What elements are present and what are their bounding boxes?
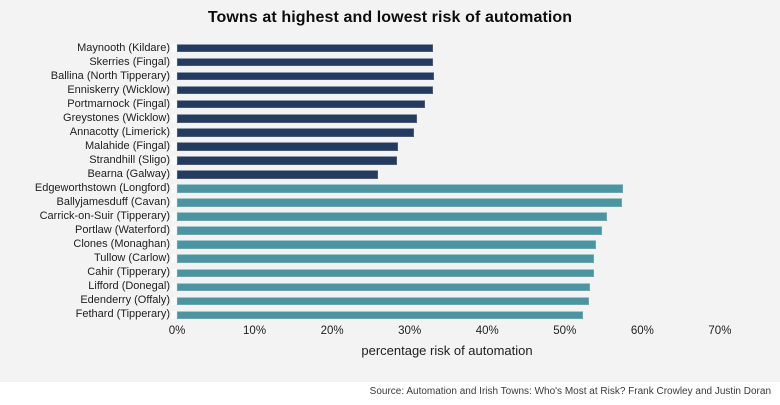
bar-track <box>171 57 737 67</box>
y-axis-label: Fethard (Tipperary) <box>75 308 170 321</box>
bar-row: Clones (Monaghan) <box>0 238 737 252</box>
bar-track <box>171 254 737 263</box>
bar-highest-risk <box>177 226 603 235</box>
x-tick-label: 10% <box>243 325 267 337</box>
source-text: Source: Automation and Irish Towns: Who'… <box>369 386 771 397</box>
y-axis-label: Carrick-on-Suir (Tipperary) <box>39 210 170 223</box>
bar-lowest-risk <box>177 43 433 53</box>
bar-track <box>171 212 737 221</box>
bar-track <box>171 198 737 207</box>
bar-track <box>171 114 737 123</box>
bar-row: Portlaw (Waterford) <box>0 224 737 238</box>
bar-lowest-risk <box>177 99 426 109</box>
y-axis-label: Maynooth (Kildare) <box>77 41 170 54</box>
bar-rows: Maynooth (Kildare) Skerries (Fingal) Balli… <box>0 41 737 322</box>
bar-lowest-risk <box>177 156 397 165</box>
bar-highest-risk <box>177 212 607 221</box>
bar-row: Enniskerry (Wicklow) <box>0 83 737 97</box>
bar-highest-risk <box>177 254 595 263</box>
x-tick-label: 50% <box>553 325 577 337</box>
x-axis-ticks: 0% 10% 20% 30% 40% 50% 60% 70% <box>169 325 737 339</box>
bar-lowest-risk <box>177 57 433 67</box>
bar-track <box>171 85 737 95</box>
y-axis-label: Greystones (Wicklow) <box>63 111 170 124</box>
bar-track <box>171 99 737 109</box>
bar-track <box>171 71 737 81</box>
bar-lowest-risk <box>177 170 378 179</box>
bar-row: Skerries (Fingal) <box>0 55 737 69</box>
bar-track <box>171 43 737 53</box>
bar-lowest-risk <box>177 142 399 151</box>
bar-track <box>171 156 737 165</box>
y-axis-label: Portlaw (Waterford) <box>75 224 170 237</box>
bar-lowest-risk <box>177 114 418 123</box>
bar-row: Ballina (North Tipperary) <box>0 69 737 83</box>
bar-track <box>171 268 737 278</box>
bar-row: Lifford (Donegal) <box>0 280 737 294</box>
y-axis-label: Lifford (Donegal) <box>88 280 170 293</box>
bar-row: Maynooth (Kildare) <box>0 41 737 55</box>
x-tick-label: 40% <box>475 325 499 337</box>
y-axis-label: Annacotty (Limerick) <box>69 125 170 138</box>
x-tick-label: 20% <box>320 325 344 337</box>
x-tick-label: 0% <box>168 325 186 337</box>
bar-row: Greystones (Wicklow) <box>0 111 737 125</box>
y-axis-label: Enniskerry (Wicklow) <box>67 83 170 96</box>
bar-row: Edgeworthstown (Longford) <box>0 181 737 195</box>
chart-title: Towns at highest and lowest risk of auto… <box>207 9 573 26</box>
y-axis-label: Cahir (Tipperary) <box>87 266 170 279</box>
bar-row: Edenderry (Offaly) <box>0 294 737 308</box>
y-axis-label: Strandhill (Sligo) <box>89 153 170 166</box>
bar-row: Strandhill (Sligo) <box>0 153 737 167</box>
x-tick-label: 70% <box>708 325 732 337</box>
y-axis-label: Edenderry (Offaly) <box>80 294 170 307</box>
bar-highest-risk <box>177 282 590 292</box>
bar-highest-risk <box>177 310 584 320</box>
y-axis-label: Ballina (North Tipperary) <box>50 69 170 82</box>
bar-row: Tullow (Carlow) <box>0 252 737 266</box>
bar-row: Fethard (Tipperary) <box>0 308 737 322</box>
bar-track <box>171 310 737 320</box>
bar-track <box>171 226 737 235</box>
bar-track <box>171 128 737 137</box>
bar-track <box>171 184 737 193</box>
bar-row: Portmarnock (Fingal) <box>0 97 737 111</box>
y-axis-label: Portmarnock (Fingal) <box>67 97 170 110</box>
bar-lowest-risk <box>177 85 433 95</box>
y-axis-label: Skerries (Fingal) <box>89 55 170 68</box>
bar-row: Bearna (Galway) <box>0 167 737 181</box>
y-axis-label: Ballyjamesduff (Cavan) <box>56 196 170 209</box>
bar-row: Cahir (Tipperary) <box>0 266 737 280</box>
footer: Source: Automation and Irish Towns: Who'… <box>0 382 780 405</box>
bar-track <box>171 296 737 306</box>
bar-lowest-risk <box>177 71 434 81</box>
x-tick-label: 30% <box>398 325 422 337</box>
bar-row: Ballyjamesduff (Cavan) <box>0 196 737 210</box>
x-axis-label: percentage risk of automation <box>361 343 533 358</box>
bar-highest-risk <box>177 198 623 207</box>
chart-area: Towns at highest and lowest risk of auto… <box>0 0 780 382</box>
bar-highest-risk <box>177 184 623 193</box>
y-axis-label: Edgeworthstown (Longford) <box>34 181 170 194</box>
bar-lowest-risk <box>177 128 415 137</box>
y-axis-label: Malahide (Fingal) <box>85 139 170 152</box>
bar-track <box>171 282 737 292</box>
x-tick-label: 60% <box>630 325 654 337</box>
bar-highest-risk <box>177 268 594 278</box>
bar-highest-risk <box>177 296 589 306</box>
bar-highest-risk <box>177 240 596 249</box>
bar-row: Carrick-on-Suir (Tipperary) <box>0 210 737 224</box>
bar-row: Malahide (Fingal) <box>0 139 737 153</box>
y-axis-label: Tullow (Carlow) <box>94 252 170 265</box>
bar-track <box>171 142 737 151</box>
bar-track <box>171 240 737 249</box>
bar-track <box>171 170 737 179</box>
y-axis-label: Clones (Monaghan) <box>73 238 170 251</box>
y-axis-label: Bearna (Galway) <box>87 167 170 180</box>
bar-row: Annacotty (Limerick) <box>0 125 737 139</box>
